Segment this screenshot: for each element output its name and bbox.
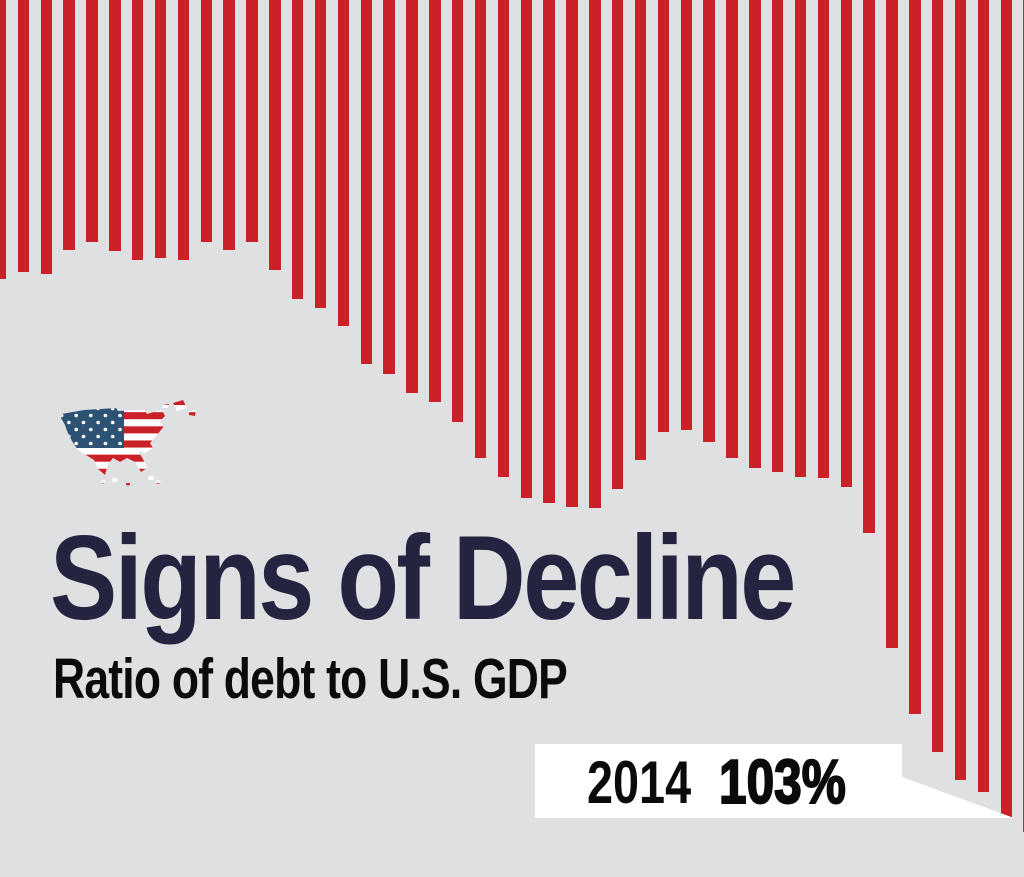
stripe-bar [246,0,258,242]
stripe-bar [497,0,510,477]
stripe-bar [63,0,75,250]
stripe-bar [132,0,144,260]
stripe-bar [932,0,944,752]
stripe-bar [452,0,464,422]
stripe-bar [634,0,647,460]
page-title: Signs of Decline [50,511,796,645]
stripe-bar [977,0,990,792]
stripe-bar [154,0,167,258]
stripe-bar [726,0,738,458]
stripe-bar [86,0,98,242]
stripe-bar [886,0,898,648]
callout-year-label: 2014 [587,749,692,816]
stripe-bar [1000,0,1012,818]
stripe-bar [223,0,235,250]
stripe-bar [863,0,875,533]
stripe-bar [566,0,578,507]
usa-flag-map-icon [61,400,196,486]
stripe-bar [840,0,852,487]
stripe-bar [612,0,624,489]
page-subtitle: Ratio of debt to U.S. GDP [53,647,568,711]
stripe-bar [474,0,487,458]
stripe-bar [429,0,441,402]
stripe-bar [909,0,921,714]
stripe-bar [657,0,670,432]
stripe-bar [680,0,692,430]
stripe-bar [749,0,761,468]
stripe-bar [794,0,807,477]
stripe-bar [177,0,190,260]
stripe-bar [269,0,281,270]
stripe-bar [589,0,601,508]
stripe-bar [360,0,372,364]
stripe-bar [109,0,121,251]
stripe-bar [337,0,350,326]
stripe-bar [292,0,304,299]
callout-value-label: 103% [718,748,846,817]
stripe-bar [703,0,715,442]
stripe-bar [520,0,532,498]
stripe-bar [543,0,555,503]
stripe-bar [406,0,418,393]
stripe-bar [817,0,830,478]
stripe-bar [954,0,967,780]
stripe-bar [40,0,52,274]
stripe-bar [383,0,395,374]
stripe-bar [772,0,784,472]
stripe-bar [17,0,30,272]
stripe-bar [200,0,212,242]
stripe-bar [0,0,7,279]
stripe-bar [314,0,327,308]
